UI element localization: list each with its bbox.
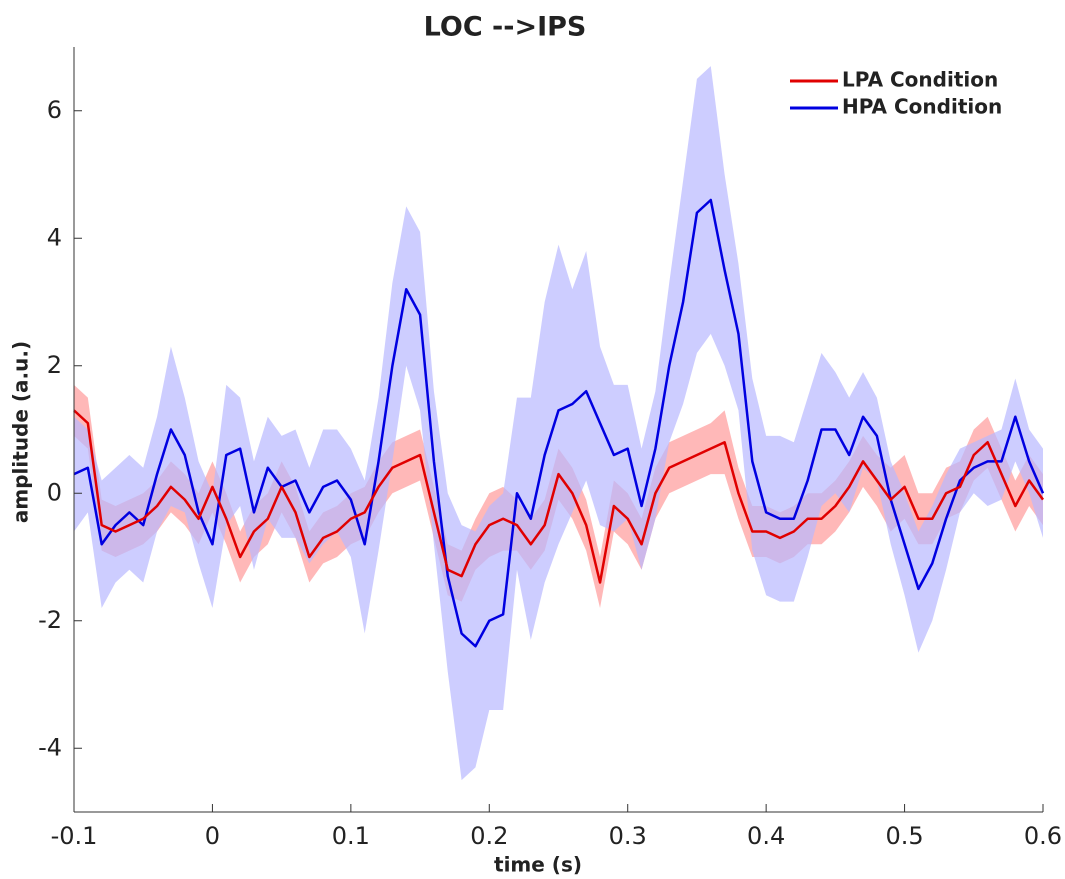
- y-axis-label: amplitude (a.u.): [9, 341, 33, 523]
- x-tick-label: 0.5: [885, 822, 923, 850]
- legend-label: HPA Condition: [842, 95, 1002, 119]
- x-tick-label: 0.6: [1024, 822, 1062, 850]
- x-tick-label: 0: [205, 822, 220, 850]
- x-tick-label: 0.2: [470, 822, 508, 850]
- y-tick-label: 2: [47, 351, 62, 379]
- line: [73, 198, 1045, 648]
- y-tick-label: 6: [47, 96, 62, 124]
- y-tick-label: 4: [47, 223, 62, 251]
- x-tick-label: -0.1: [51, 822, 98, 850]
- x-tick-label: 0.3: [609, 822, 647, 850]
- y-tick-label: -2: [38, 606, 62, 634]
- error-band: [74, 66, 1043, 781]
- legend-label: LPA Condition: [842, 68, 998, 92]
- x-tick-label: 0.4: [747, 822, 785, 850]
- line: [73, 409, 1045, 584]
- y-tick-label: 0: [47, 478, 62, 506]
- chart-title: LOC -->IPS: [424, 12, 587, 43]
- y-tick-label: -4: [38, 733, 62, 761]
- x-axis-label: time (s): [494, 853, 582, 877]
- x-tick-label: 0.1: [332, 822, 370, 850]
